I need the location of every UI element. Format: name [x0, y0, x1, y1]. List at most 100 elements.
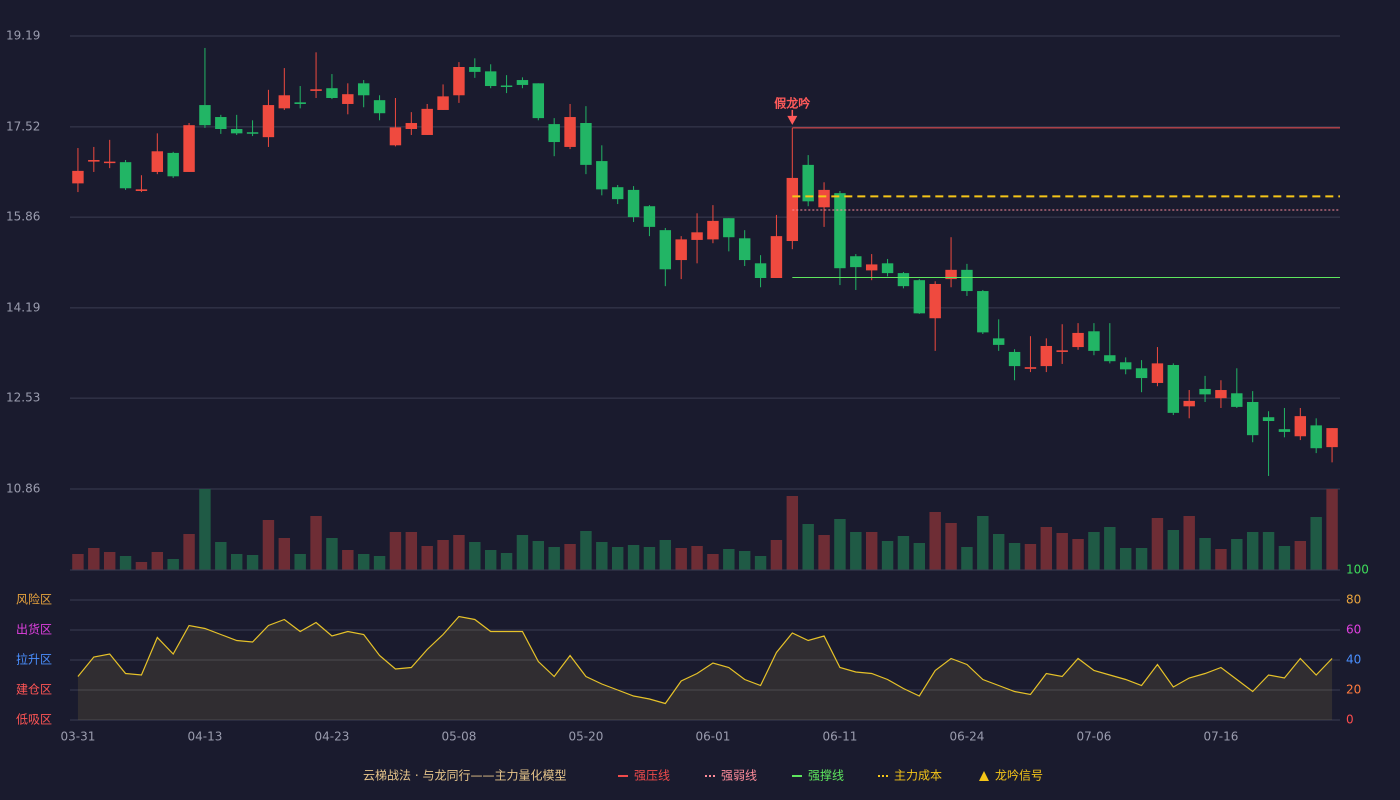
candle-body — [532, 83, 545, 119]
volume-bar — [453, 535, 465, 570]
volume-bar — [72, 554, 84, 570]
candle-body — [1104, 355, 1116, 362]
volume-bar — [135, 562, 148, 570]
candle-body — [294, 102, 306, 104]
candle-body — [262, 105, 275, 138]
candle-body — [929, 283, 941, 319]
candle-body — [103, 161, 116, 164]
candle-body — [738, 238, 751, 261]
volume-bar — [516, 535, 529, 570]
volume-bar — [738, 551, 751, 570]
candle-body — [913, 280, 926, 314]
candle-body — [1199, 388, 1211, 395]
volume-bar — [1246, 532, 1259, 570]
volume-bar — [1294, 541, 1307, 570]
volume-bar — [310, 516, 322, 570]
volume-bar — [659, 540, 672, 570]
candle-body — [786, 177, 799, 242]
volume-bar — [1151, 518, 1164, 570]
legend-swatch — [979, 771, 989, 781]
candle-body — [373, 100, 386, 114]
legend-label: 强压线 — [634, 769, 670, 783]
candle-body — [723, 218, 735, 238]
candle-body — [977, 291, 989, 333]
volume-bar — [1104, 527, 1116, 570]
candle-body — [389, 127, 402, 146]
legend-title: 云梯战法 · 与龙同行——主力量化模型 — [363, 769, 566, 783]
signal-arrow — [787, 115, 798, 125]
volume-bar — [802, 524, 814, 570]
volume-bar — [913, 543, 926, 570]
indicator-line — [77, 615, 1333, 705]
volume-bar — [1088, 532, 1100, 570]
volume-bar — [342, 550, 354, 570]
legend-label: 强撑线 — [808, 768, 844, 783]
candle-body — [596, 161, 608, 190]
volume-bar — [103, 552, 116, 570]
zone-label: 拉升区 — [16, 652, 52, 667]
volume-bar — [1040, 527, 1053, 570]
volume-bar — [88, 548, 100, 570]
volume-bar — [326, 538, 338, 570]
legend-label: 主力成本 — [894, 769, 942, 783]
candle-body — [834, 193, 846, 269]
volume-bar — [1215, 549, 1227, 570]
volume-bar — [437, 540, 449, 570]
candle-body — [1183, 400, 1195, 407]
candle-body — [246, 132, 259, 134]
candle-body — [1008, 351, 1021, 367]
volume-bar — [818, 535, 830, 570]
x-tick-label: 04-13 — [188, 730, 223, 744]
candle-body — [897, 273, 910, 287]
candle-body — [500, 85, 513, 87]
volume-bar — [199, 489, 211, 570]
candle-body — [215, 117, 227, 129]
x-tick-label: 04-23 — [315, 730, 350, 744]
volume-bar — [119, 556, 132, 570]
volume-bar — [897, 536, 910, 570]
volume-bar — [469, 542, 481, 570]
volume-bar — [707, 554, 719, 570]
volume-bar — [548, 547, 560, 570]
volume-bar — [977, 516, 989, 570]
candle-body — [167, 152, 179, 177]
candle-body — [611, 187, 624, 200]
volume-bar — [611, 547, 624, 570]
candle-body — [278, 95, 291, 109]
volume-bar — [389, 532, 402, 570]
candle-body — [881, 263, 894, 274]
y2-tick-label: 40 — [1346, 653, 1361, 667]
candle-body — [675, 239, 687, 261]
candle-body — [199, 105, 211, 126]
volume-bar — [167, 559, 179, 570]
volume-bar — [675, 548, 687, 570]
candle-body — [643, 206, 656, 227]
candle-body — [1056, 350, 1068, 352]
zone-label: 建仓区 — [16, 683, 52, 697]
candle-body — [1326, 428, 1338, 448]
candle-body — [961, 269, 973, 292]
candle-body — [484, 71, 497, 87]
volume-bar — [484, 550, 497, 570]
candle-body — [1294, 416, 1307, 437]
candle-body — [342, 94, 354, 104]
volume-bar — [357, 554, 370, 570]
volume-bar — [643, 547, 656, 570]
x-tick-label: 05-20 — [569, 730, 604, 744]
volume-bar — [564, 544, 576, 570]
volume-bar — [230, 554, 243, 570]
volume-bar — [1278, 546, 1291, 570]
candle-body — [453, 66, 465, 96]
volume-bar — [691, 546, 703, 570]
candle-body — [1135, 368, 1148, 379]
volume-bar — [865, 532, 878, 570]
y2-tick-label: 100 — [1346, 563, 1369, 577]
candle-body — [326, 88, 338, 98]
y-tick-label: 10.86 — [6, 482, 40, 496]
volume-bar — [1231, 539, 1243, 570]
candle-body — [88, 159, 100, 162]
volume-bar — [1310, 517, 1322, 570]
volume-bar — [945, 523, 957, 570]
candle-body — [405, 123, 418, 129]
legend-label: 龙吟信号 — [995, 768, 1043, 783]
